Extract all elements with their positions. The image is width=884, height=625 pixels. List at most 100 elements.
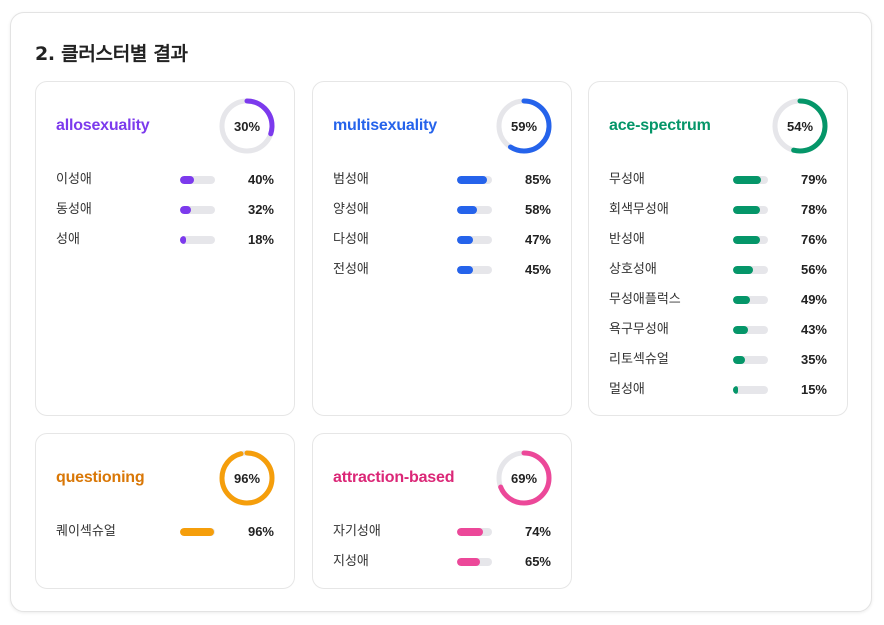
item-percent: 47% [524,232,551,247]
percent-donut [219,450,275,506]
progress-fill [180,176,194,184]
donut-arc [219,98,275,154]
list-item: 전성애 45% [313,255,571,285]
card-header: multisexuality 59% [313,82,571,172]
progress-fill [457,206,478,214]
progress-bar [733,236,768,244]
progress-bar [457,236,492,244]
progress-bar [733,356,768,364]
percent-donut [496,98,552,154]
progress-bar [733,206,768,214]
card-header: questioning 96% [36,434,294,524]
progress-fill [733,176,761,184]
item-percent: 15% [800,382,827,397]
item-percent: 35% [800,352,827,367]
item-label: 무성애 [609,172,645,187]
item-label: 이성애 [56,172,92,187]
progress-bar [733,326,768,334]
item-percent: 18% [247,232,274,247]
progress-fill [180,528,214,536]
list-item: 성애 18% [36,225,294,255]
item-percent: 40% [247,172,274,187]
list-item: 지성애 65% [313,547,571,577]
donut-percent-label: 59% [510,118,538,134]
progress-fill [733,236,760,244]
item-list: 이성애 40% 동성애 32% 성애 18% [36,165,294,255]
progress-bar [180,176,215,184]
item-label: 동성애 [56,202,92,217]
item-label: 퀘이섹슈얼 [56,524,116,539]
list-item: 반성애 76% [589,225,847,255]
item-label: 성애 [56,232,80,247]
item-list: 퀘이섹슈얼 96% [36,517,294,547]
donut-percent-label: 30% [233,118,261,134]
progress-bar [180,528,215,536]
item-percent: 49% [800,292,827,307]
progress-bar [733,296,768,304]
cluster-card-ace-spectrum: ace-spectrum 54% 무성애 79% 회색무성애 78% 반성애 76% 상호성애 5… [588,81,848,416]
donut-arc [496,450,552,506]
cluster-title: ace-spectrum [609,117,711,134]
percent-donut [219,98,275,154]
progress-bar [180,236,215,244]
item-label: 지성애 [333,554,369,569]
list-item: 퀘이섹슈얼 96% [36,517,294,547]
progress-bar [457,266,492,274]
donut-arc [496,98,552,154]
progress-bar [733,176,768,184]
list-item: 이성애 40% [36,165,294,195]
cluster-title: multisexuality [333,117,437,134]
item-percent: 76% [800,232,827,247]
item-list: 무성애 79% 회색무성애 78% 반성애 76% 상호성애 56% 무성애플럭스 49% 욕구무성… [589,165,847,405]
item-label: 무성애플럭스 [609,292,681,307]
donut-percent-label: 54% [786,118,814,134]
item-percent: 56% [800,262,827,277]
progress-fill [733,296,751,304]
progress-fill [733,266,753,274]
card-header: allosexuality 30% [36,82,294,172]
list-item: 무성애플럭스 49% [589,285,847,315]
item-percent: 58% [524,202,551,217]
progress-fill [733,206,761,214]
list-item: 동성애 32% [36,195,294,225]
progress-bar [457,176,492,184]
progress-fill [180,206,192,214]
item-percent: 45% [524,262,551,277]
list-item: 자기성애 74% [313,517,571,547]
cluster-title: questioning [56,469,145,486]
item-label: 반성애 [609,232,645,247]
item-list: 범성애 85% 양성애 58% 다성애 47% 전성애 45% [313,165,571,285]
list-item: 리토섹슈얼 35% [589,345,847,375]
cluster-title: allosexuality [56,117,150,134]
percent-donut [496,450,552,506]
item-percent: 74% [524,524,551,539]
progress-bar [457,528,492,536]
percent-donut [772,98,828,154]
list-item: 무성애 79% [589,165,847,195]
results-panel: 2. 클러스터별 결과 allosexuality 30% 이성애 40% 동성애 32%… [10,12,872,612]
list-item: 욕구무성애 43% [589,315,847,345]
progress-fill [457,236,474,244]
list-item: 멀성애 15% [589,375,847,405]
item-list: 자기성애 74% 지성애 65% [313,517,571,577]
item-label: 욕구무성애 [609,322,669,337]
section-title: 2. 클러스터별 결과 [35,43,188,65]
progress-bar [733,266,768,274]
donut-percent-label: 96% [233,470,261,486]
item-percent: 65% [524,554,551,569]
progress-fill [457,176,487,184]
card-header: ace-spectrum 54% [589,82,847,172]
item-label: 다성애 [333,232,369,247]
progress-fill [457,558,480,566]
cluster-card-allosexuality: allosexuality 30% 이성애 40% 동성애 32% 성애 18% [35,81,295,416]
item-label: 범성애 [333,172,369,187]
cluster-card-multisexuality: multisexuality 59% 범성애 85% 양성애 58% 다성애 47% 전성애 45… [312,81,572,416]
list-item: 다성애 47% [313,225,571,255]
progress-fill [733,326,749,334]
cluster-card-attraction-based: attraction-based 69% 자기성애 74% 지성애 65% [312,433,572,589]
item-label: 회색무성애 [609,202,669,217]
item-percent: 85% [524,172,551,187]
item-label: 멀성애 [609,382,645,397]
item-percent: 79% [800,172,827,187]
item-percent: 32% [247,202,274,217]
